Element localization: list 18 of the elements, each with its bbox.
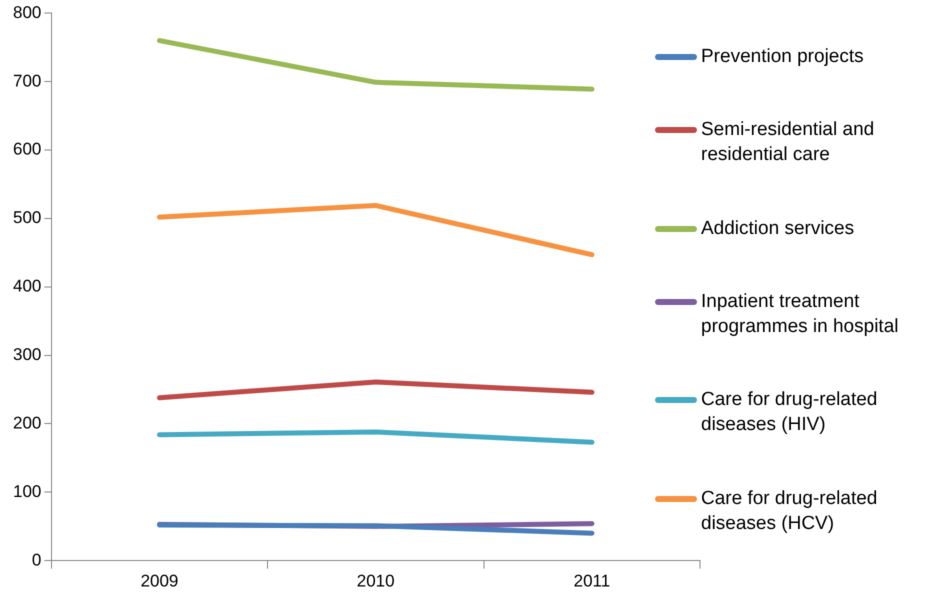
y-tick-label: 800 [12,2,42,22]
y-tick-label: 200 [12,413,42,432]
legend-label: Semi-residential and residential care [701,118,876,168]
legend-label: Prevention projects [701,45,864,70]
legend-label: Care for drug-related diseases (HCV) [701,486,878,536]
legend-label: Addiction services [701,216,854,241]
legend-label: Inpatient treatment programmes in hospital [701,290,900,340]
y-tick-label: 600 [12,140,42,159]
y-tick-label: 0 [32,550,42,570]
x-tick-label: 2009 [140,571,178,590]
x-tick-label: 2010 [356,571,395,590]
y-tick-label: 300 [12,345,42,364]
y-tick-label: 400 [12,276,42,296]
x-tick-label: 2011 [574,571,610,590]
y-tick-label: 500 [12,208,42,228]
y-tick-label: 100 [12,482,42,501]
legend-label: Care for drug-related diseases (HIV) [701,388,878,438]
y-tick-label: 700 [12,71,42,90]
